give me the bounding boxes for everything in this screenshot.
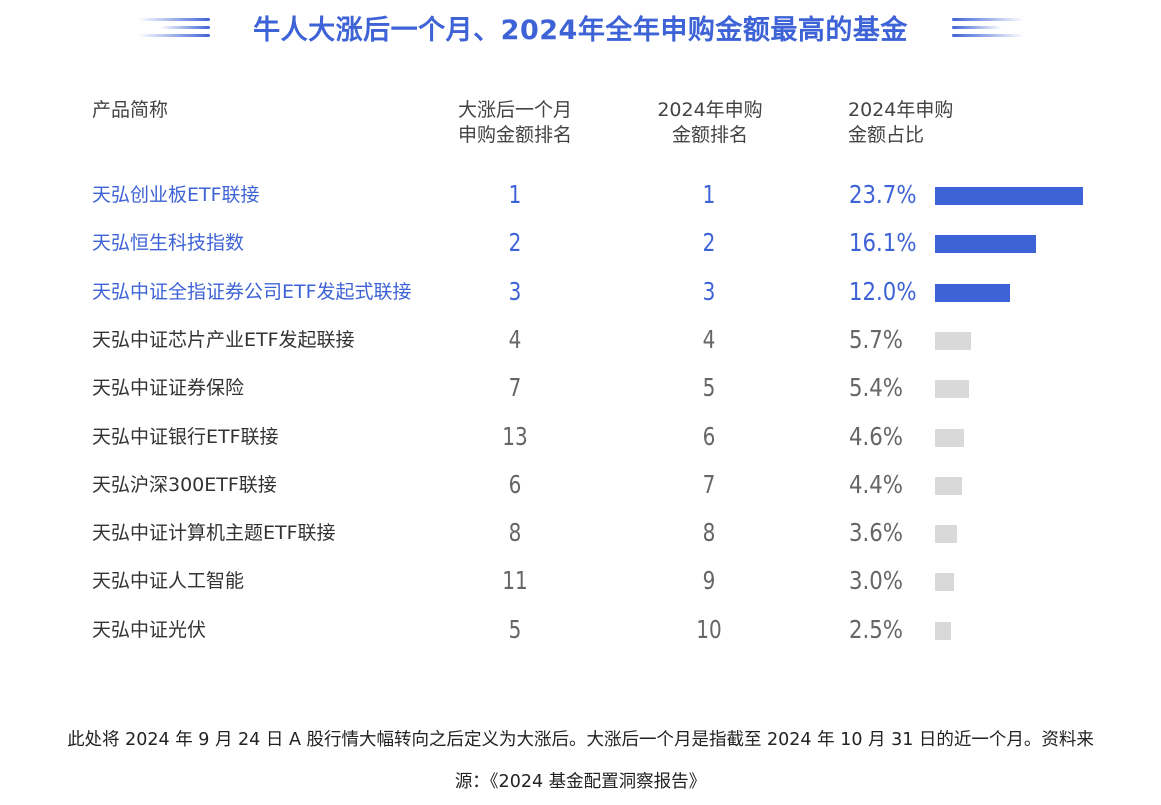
- fund-name: 天弘创业板ETF联接: [92, 184, 260, 206]
- share-bar: [935, 476, 963, 495]
- rank-2024: 9: [702, 566, 716, 596]
- fund-name: 天弘中证光伏: [92, 618, 207, 641]
- fund-name: 天弘中证芯片产业ETF发起联接: [92, 328, 355, 351]
- table-row: 天弘中证芯片产业ETF发起联接 4 4 5.7%: [0, 323, 1161, 371]
- rank-2024: 7: [702, 469, 716, 499]
- share-bar: [935, 283, 1010, 302]
- fund-name: 天弘中证全指证券公司ETF发起式联接: [92, 280, 412, 303]
- share-label: 5.7%: [849, 324, 903, 354]
- rank-after-surge: 13: [502, 421, 528, 451]
- fund-name: 天弘恒生科技指数: [92, 232, 245, 255]
- table-row: 天弘中证证券保险 7 5 5.4%: [0, 371, 1161, 419]
- rank-2024: 6: [702, 421, 716, 451]
- share-label: 4.4%: [849, 469, 903, 499]
- rank-2024: 4: [702, 324, 716, 354]
- share-bar: [935, 380, 969, 399]
- table-row: 天弘中证全指证券公司ETF发起式联接 3 3 12.0%: [0, 275, 1161, 323]
- rank-after-surge: 6: [508, 469, 522, 499]
- share-bar: [935, 621, 951, 640]
- header-rank-2024-line1: 2024年申购: [657, 99, 763, 121]
- rank-2024: 3: [702, 276, 716, 306]
- footnote-line2: 源：《2024 基金配置洞察报告》: [454, 772, 707, 792]
- rank-after-surge: 4: [508, 324, 522, 354]
- table-row: 天弘恒生科技指数 2 2 16.1%: [0, 226, 1161, 274]
- fund-name: 天弘中证计算机主题ETF联接: [92, 522, 336, 545]
- fund-name: 天弘中证银行ETF联接: [92, 425, 279, 448]
- share-bar: [935, 428, 964, 447]
- table-row: 天弘沪深300ETF联接 6 7 4.4%: [0, 468, 1161, 516]
- share-label: 23.7%: [849, 180, 917, 209]
- rank-2024: 5: [702, 373, 716, 403]
- share-bar: [935, 331, 971, 350]
- header-rank-2024-line2: 金额排名: [671, 124, 748, 146]
- header-rank-2024: 2024年申购 金额排名: [655, 98, 765, 148]
- rank-2024: 2: [702, 228, 716, 258]
- footnote-line1: 此处将 2024 年 9 月 24 日 A 股行情大幅转向之后定义为大涨后。大涨…: [67, 730, 1094, 750]
- rank-2024: 1: [702, 180, 716, 209]
- fund-name: 天弘中证证券保险: [92, 377, 245, 400]
- table-row: 天弘中证计算机主题ETF联接 8 8 3.6%: [0, 516, 1161, 564]
- rank-2024: 10: [696, 614, 722, 644]
- share-bar: [935, 525, 958, 544]
- header-rank-after-surge-line2: 申购金额排名: [457, 124, 572, 146]
- share-label: 5.4%: [849, 373, 903, 403]
- rank-after-surge: 3: [508, 276, 522, 306]
- share-label: 16.1%: [849, 228, 917, 258]
- header-share-2024: 2024年申购 金额占比: [848, 98, 958, 148]
- rank-after-surge: 1: [508, 180, 522, 209]
- share-label: 3.0%: [849, 566, 903, 596]
- header-product-name: 产品简称: [92, 99, 169, 121]
- footnote: 此处将 2024 年 9 月 24 日 A 股行情大幅转向之后定义为大涨后。大涨…: [18, 719, 1143, 803]
- share-label: 4.6%: [849, 421, 903, 451]
- chart-title: 牛人大涨后一个月、2024年全年申购金额最高的基金: [253, 15, 908, 46]
- fund-name: 天弘中证人工智能: [92, 570, 245, 593]
- share-label: 3.6%: [849, 518, 903, 548]
- header-rank-after-surge: 大涨后一个月 申购金额排名: [452, 98, 578, 148]
- rank-2024: 8: [702, 518, 716, 548]
- title-decoration-right: [952, 18, 1024, 42]
- share-label: 2.5%: [849, 614, 903, 644]
- share-bar: [935, 235, 1036, 254]
- table-row: 天弘中证人工智能 11 9 3.0%: [0, 564, 1161, 612]
- share-bar: [935, 187, 1083, 205]
- rank-after-surge: 2: [508, 228, 522, 258]
- header-share-2024-line2: 金额占比: [848, 124, 925, 146]
- title-bar: 牛人大涨后一个月、2024年全年申购金额最高的基金: [0, 8, 1161, 48]
- rank-after-surge: 5: [508, 614, 522, 644]
- share-bar: [935, 573, 954, 592]
- header-share-2024-line1: 2024年申购: [848, 99, 954, 121]
- header-rank-after-surge-line1: 大涨后一个月: [457, 99, 572, 121]
- title-decoration-left: [138, 18, 210, 42]
- table-row: 天弘中证银行ETF联接 13 6 4.6%: [0, 420, 1161, 468]
- share-label: 12.0%: [849, 276, 917, 306]
- rank-after-surge: 11: [502, 566, 528, 596]
- rank-after-surge: 8: [508, 518, 522, 548]
- table-row: 天弘创业板ETF联接 1 1 23.7%: [0, 178, 1161, 226]
- table-row: 天弘中证光伏 5 10 2.5%: [0, 613, 1161, 661]
- rank-after-surge: 7: [508, 373, 522, 403]
- fund-name: 天弘沪深300ETF联接: [92, 473, 277, 496]
